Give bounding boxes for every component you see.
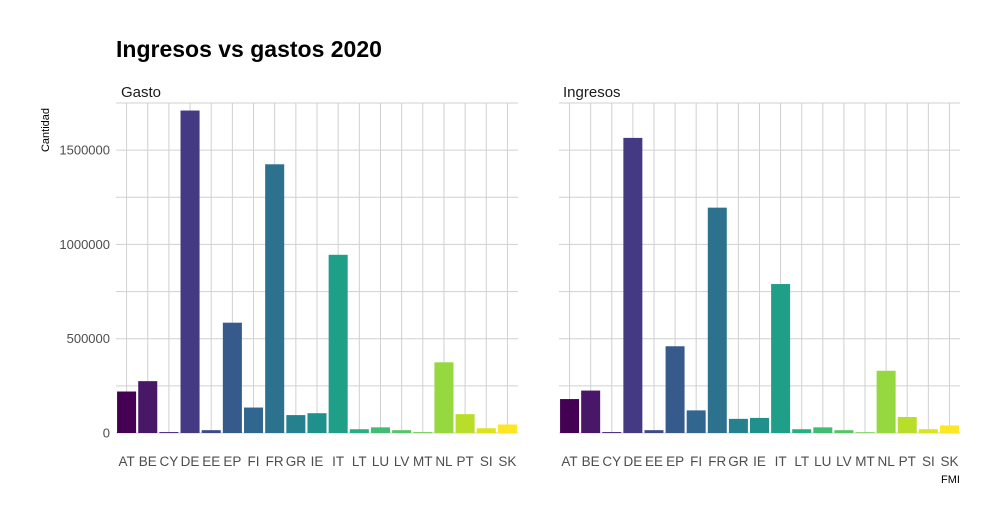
bar-be <box>581 390 601 433</box>
bar-cy <box>602 432 622 433</box>
bar-nl <box>876 370 896 433</box>
x-tick-label: BE <box>139 454 157 469</box>
bar-sk <box>939 425 959 433</box>
bar-gr <box>728 418 748 433</box>
x-tick-label: NL <box>435 454 453 469</box>
bar-ep <box>665 346 685 433</box>
y-tick-label: 1000000 <box>59 237 110 252</box>
chart-title: Ingresos vs gastos 2020 <box>116 36 382 62</box>
bar-ie <box>750 417 769 433</box>
bar-lv <box>834 430 854 433</box>
x-tick-label: LU <box>372 454 389 469</box>
x-tick-label: LT <box>794 454 809 469</box>
x-tick-label: EE <box>645 454 663 469</box>
bar-mt <box>855 432 875 433</box>
bar-lu <box>370 427 390 433</box>
y-axis-label: Cantidad <box>40 108 52 152</box>
bar-fi <box>244 407 264 433</box>
bar-pt <box>897 416 917 433</box>
panel-gasto: Gasto 0 500000 1000000 1500000 AT BE CY DE EE EP FI… <box>59 84 518 469</box>
x-tick-label: DE <box>623 454 642 469</box>
x-tick-label: LV <box>394 454 410 469</box>
x-tick-label: GR <box>286 454 307 469</box>
x-tick-label: LT <box>352 454 367 469</box>
bar-nl <box>434 362 454 433</box>
bar-it <box>328 254 348 433</box>
x-tick-label: IT <box>775 454 787 469</box>
panel-title: Gasto <box>121 84 161 101</box>
x-tick-label: FR <box>708 454 726 469</box>
bar-at <box>117 391 137 433</box>
bar-si <box>918 429 938 433</box>
panel-ingresos: Ingresos AT BE CY DE EE EP FI FR GR IE IT LT LU LV MT NL… <box>559 84 960 469</box>
panel-title: Ingresos <box>563 84 621 101</box>
x-tick-label: IT <box>332 454 344 469</box>
bar-ee <box>201 430 221 433</box>
x-tick-label: AT <box>561 454 577 469</box>
x-tick-label: CY <box>602 454 621 469</box>
bar-fi <box>686 410 706 433</box>
x-tick-label: SI <box>922 454 935 469</box>
x-tick-label: FI <box>690 454 702 469</box>
x-tick-label: NL <box>877 454 895 469</box>
x-tick-label: PT <box>456 454 473 469</box>
bar-pt <box>455 414 475 433</box>
x-tick-label: SK <box>940 454 958 469</box>
x-tick-label: MT <box>413 454 433 469</box>
x-tick-label: PT <box>899 454 916 469</box>
bar-it <box>771 284 791 433</box>
bar-de <box>623 137 643 433</box>
bar-ee <box>644 430 664 433</box>
y-tick-label: 500000 <box>67 331 110 346</box>
x-tick-label: LV <box>836 454 852 469</box>
y-tick-label: 1500000 <box>59 143 110 158</box>
x-tick-label: IE <box>311 454 324 469</box>
bar-lt <box>792 429 812 433</box>
x-tick-label: EP <box>223 454 241 469</box>
x-tick-label: SK <box>498 454 516 469</box>
bar-fr <box>265 164 285 434</box>
bar-lt <box>349 429 369 433</box>
bar-gr <box>286 415 306 433</box>
x-tick-label: BE <box>582 454 600 469</box>
bar-de <box>180 110 200 433</box>
bar-fr <box>707 207 727 433</box>
y-tick-label: 0 <box>103 426 110 441</box>
x-tick-label: LU <box>814 454 831 469</box>
bar-si <box>476 428 496 433</box>
bar-at <box>560 399 580 433</box>
x-tick-label: FI <box>248 454 260 469</box>
bar-sk <box>497 424 517 433</box>
x-tick-label: EP <box>666 454 684 469</box>
bar-mt <box>413 432 433 433</box>
x-tick-label: MT <box>855 454 875 469</box>
x-tick-label: SI <box>480 454 493 469</box>
bar-cy <box>159 432 179 433</box>
x-tick-label: DE <box>181 454 200 469</box>
x-tick-label: CY <box>160 454 179 469</box>
bar-ep <box>222 322 242 433</box>
x-tick-label: IE <box>753 454 766 469</box>
x-tick-label: FR <box>266 454 284 469</box>
bar-be <box>138 381 158 433</box>
bar-lu <box>813 427 833 433</box>
bar-ie <box>307 413 327 433</box>
x-axis-label: FMI <box>941 474 960 486</box>
x-tick-label: AT <box>118 454 134 469</box>
bar-lv <box>392 430 412 433</box>
x-tick-label: EE <box>202 454 220 469</box>
x-tick-label: GR <box>728 454 749 469</box>
